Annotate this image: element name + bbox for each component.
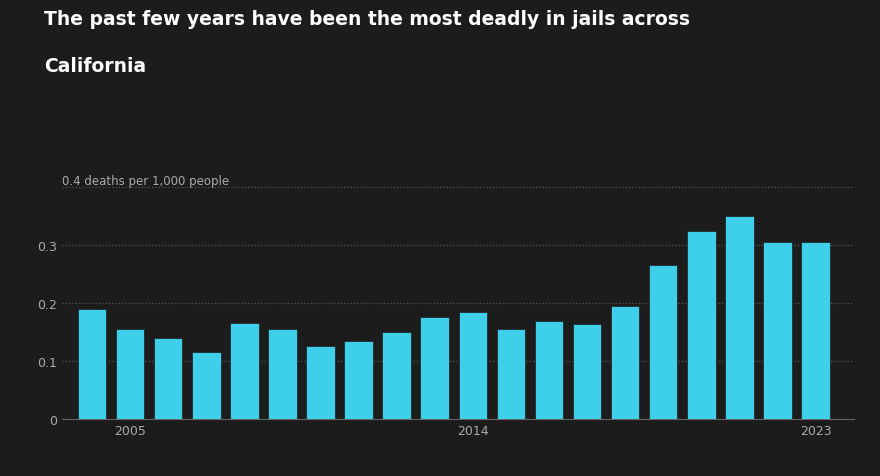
Bar xyxy=(154,338,182,419)
Bar xyxy=(535,322,563,419)
Bar xyxy=(496,329,525,419)
Bar xyxy=(77,309,106,419)
Bar xyxy=(230,324,259,419)
Bar xyxy=(649,266,678,419)
Bar xyxy=(344,341,373,419)
Bar xyxy=(763,243,792,419)
Bar xyxy=(458,312,488,419)
Bar xyxy=(383,332,411,419)
Bar xyxy=(116,329,144,419)
Text: The past few years have been the most deadly in jails across: The past few years have been the most de… xyxy=(44,10,690,29)
Bar xyxy=(687,231,715,419)
Bar xyxy=(611,306,640,419)
Bar xyxy=(802,243,830,419)
Text: 0.4 deaths per 1,000 people: 0.4 deaths per 1,000 people xyxy=(62,175,229,188)
Bar xyxy=(421,318,449,419)
Text: California: California xyxy=(44,57,146,76)
Bar xyxy=(573,325,601,419)
Bar xyxy=(725,217,753,419)
Bar xyxy=(306,347,334,419)
Bar xyxy=(268,329,297,419)
Bar xyxy=(192,352,221,419)
